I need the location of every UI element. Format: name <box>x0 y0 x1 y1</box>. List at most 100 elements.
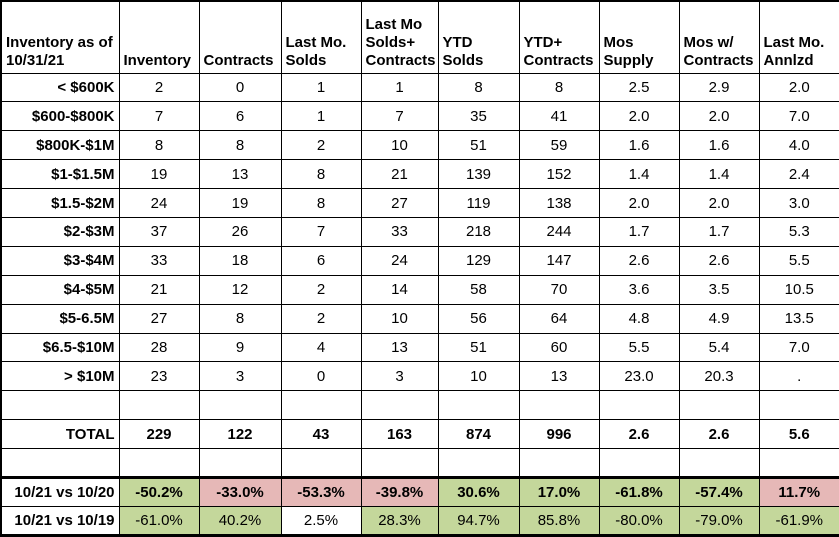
cell[interactable]: 119 <box>437 188 520 218</box>
comparison-cell[interactable]: 85.8% <box>518 505 600 536</box>
cell[interactable]: 2.9 <box>678 72 760 103</box>
row-label[interactable]: $600-$800K <box>0 101 120 132</box>
comparison-label[interactable]: 10/21 vs 10/19 <box>0 505 120 536</box>
comparison-cell[interactable]: 94.7% <box>437 505 520 536</box>
cell[interactable]: 3 <box>198 361 282 392</box>
cell[interactable]: 6 <box>280 245 362 276</box>
cell[interactable]: 2.6 <box>678 245 760 276</box>
row-label[interactable]: $4-$5M <box>0 274 120 305</box>
cell[interactable]: 0 <box>198 72 282 103</box>
empty-cell[interactable] <box>598 448 680 478</box>
comparison-cell[interactable]: 2.5% <box>280 505 362 536</box>
column-header-last-mo-solds-contracts[interactable]: Last Mo Solds+ Contracts <box>360 0 439 74</box>
cell[interactable]: 2.5 <box>598 72 680 103</box>
comparison-cell[interactable]: 28.3% <box>360 505 439 536</box>
empty-cell[interactable] <box>198 448 282 478</box>
cell[interactable]: 2.6 <box>598 245 680 276</box>
row-label[interactable]: $1-$1.5M <box>0 159 120 190</box>
cell[interactable]: 1.6 <box>598 130 680 161</box>
total-cell[interactable]: 163 <box>360 419 439 450</box>
cell[interactable]: 1 <box>280 101 362 132</box>
cell[interactable]: 2.0 <box>758 72 839 103</box>
comparison-cell[interactable]: 40.2% <box>198 505 282 536</box>
comparison-cell[interactable]: -61.0% <box>118 505 200 536</box>
cell[interactable]: 5.3 <box>758 216 839 247</box>
cell[interactable]: 5.4 <box>678 332 760 363</box>
empty-cell[interactable] <box>518 448 600 478</box>
empty-cell[interactable] <box>758 390 839 421</box>
cell[interactable]: 7.0 <box>758 101 839 132</box>
cell[interactable]: 35 <box>437 101 520 132</box>
cell[interactable]: 3.6 <box>598 274 680 305</box>
empty-cell[interactable] <box>758 448 839 478</box>
cell[interactable]: 129 <box>437 245 520 276</box>
cell[interactable]: . <box>758 361 839 392</box>
cell[interactable]: 7 <box>118 101 200 132</box>
cell[interactable]: 27 <box>360 188 439 218</box>
cell[interactable]: 8 <box>437 72 520 103</box>
cell[interactable]: 70 <box>518 274 600 305</box>
cell[interactable]: 33 <box>118 245 200 276</box>
column-header-last-mo-annlzd[interactable]: Last Mo. Annlzd <box>758 0 839 74</box>
cell[interactable]: 23.0 <box>598 361 680 392</box>
cell[interactable]: 13 <box>360 332 439 363</box>
cell[interactable]: 1.6 <box>678 130 760 161</box>
cell[interactable]: 24 <box>118 188 200 218</box>
cell[interactable]: 2.0 <box>678 101 760 132</box>
cell[interactable]: 20.3 <box>678 361 760 392</box>
empty-cell[interactable] <box>280 390 362 421</box>
cell[interactable]: 139 <box>437 159 520 190</box>
cell[interactable]: 23 <box>118 361 200 392</box>
cell[interactable]: 28 <box>118 332 200 363</box>
row-label[interactable]: > $10M <box>0 361 120 392</box>
cell[interactable]: 8 <box>198 130 282 161</box>
empty-cell[interactable] <box>598 390 680 421</box>
cell[interactable]: 58 <box>437 274 520 305</box>
comparison-cell[interactable]: 30.6% <box>437 475 520 507</box>
comparison-cell[interactable]: -79.0% <box>678 505 760 536</box>
cell[interactable]: 10.5 <box>758 274 839 305</box>
cell[interactable]: 4 <box>280 332 362 363</box>
cell[interactable]: 1 <box>360 72 439 103</box>
cell[interactable]: 18 <box>198 245 282 276</box>
empty-cell[interactable] <box>678 448 760 478</box>
cell[interactable]: 33 <box>360 216 439 247</box>
cell[interactable]: 2 <box>280 303 362 334</box>
row-label[interactable]: $1.5-$2M <box>0 188 120 218</box>
cell[interactable]: 13 <box>198 159 282 190</box>
cell[interactable]: 218 <box>437 216 520 247</box>
empty-cell[interactable] <box>518 390 600 421</box>
row-label[interactable]: $6.5-$10M <box>0 332 120 363</box>
column-header-contracts[interactable]: Contracts <box>198 0 282 74</box>
empty-cell[interactable] <box>437 448 520 478</box>
comparison-cell[interactable]: -80.0% <box>598 505 680 536</box>
total-cell[interactable]: 996 <box>518 419 600 450</box>
total-cell[interactable]: 2.6 <box>678 419 760 450</box>
cell[interactable]: 244 <box>518 216 600 247</box>
cell[interactable]: 10 <box>360 303 439 334</box>
row-label[interactable]: $3-$4M <box>0 245 120 276</box>
cell[interactable]: 4.9 <box>678 303 760 334</box>
total-cell[interactable]: 874 <box>437 419 520 450</box>
cell[interactable]: 152 <box>518 159 600 190</box>
cell[interactable]: 9 <box>198 332 282 363</box>
cell[interactable]: 14 <box>360 274 439 305</box>
comparison-cell[interactable]: -61.8% <box>598 475 680 507</box>
cell[interactable]: 59 <box>518 130 600 161</box>
cell[interactable]: 37 <box>118 216 200 247</box>
cell[interactable]: 27 <box>118 303 200 334</box>
cell[interactable]: 21 <box>118 274 200 305</box>
empty-cell[interactable] <box>198 390 282 421</box>
empty-cell[interactable] <box>360 390 439 421</box>
empty-cell[interactable] <box>118 448 200 478</box>
cell[interactable]: 51 <box>437 130 520 161</box>
column-header-last-mo-solds[interactable]: Last Mo. Solds <box>280 0 362 74</box>
cell[interactable]: 2 <box>280 274 362 305</box>
cell[interactable]: 0 <box>280 361 362 392</box>
cell[interactable]: 26 <box>198 216 282 247</box>
column-header-ytd-solds[interactable]: YTD Solds <box>437 0 520 74</box>
cell[interactable]: 3.0 <box>758 188 839 218</box>
comparison-label[interactable]: 10/21 vs 10/20 <box>0 475 120 507</box>
row-label[interactable]: < $600K <box>0 72 120 103</box>
cell[interactable]: 147 <box>518 245 600 276</box>
